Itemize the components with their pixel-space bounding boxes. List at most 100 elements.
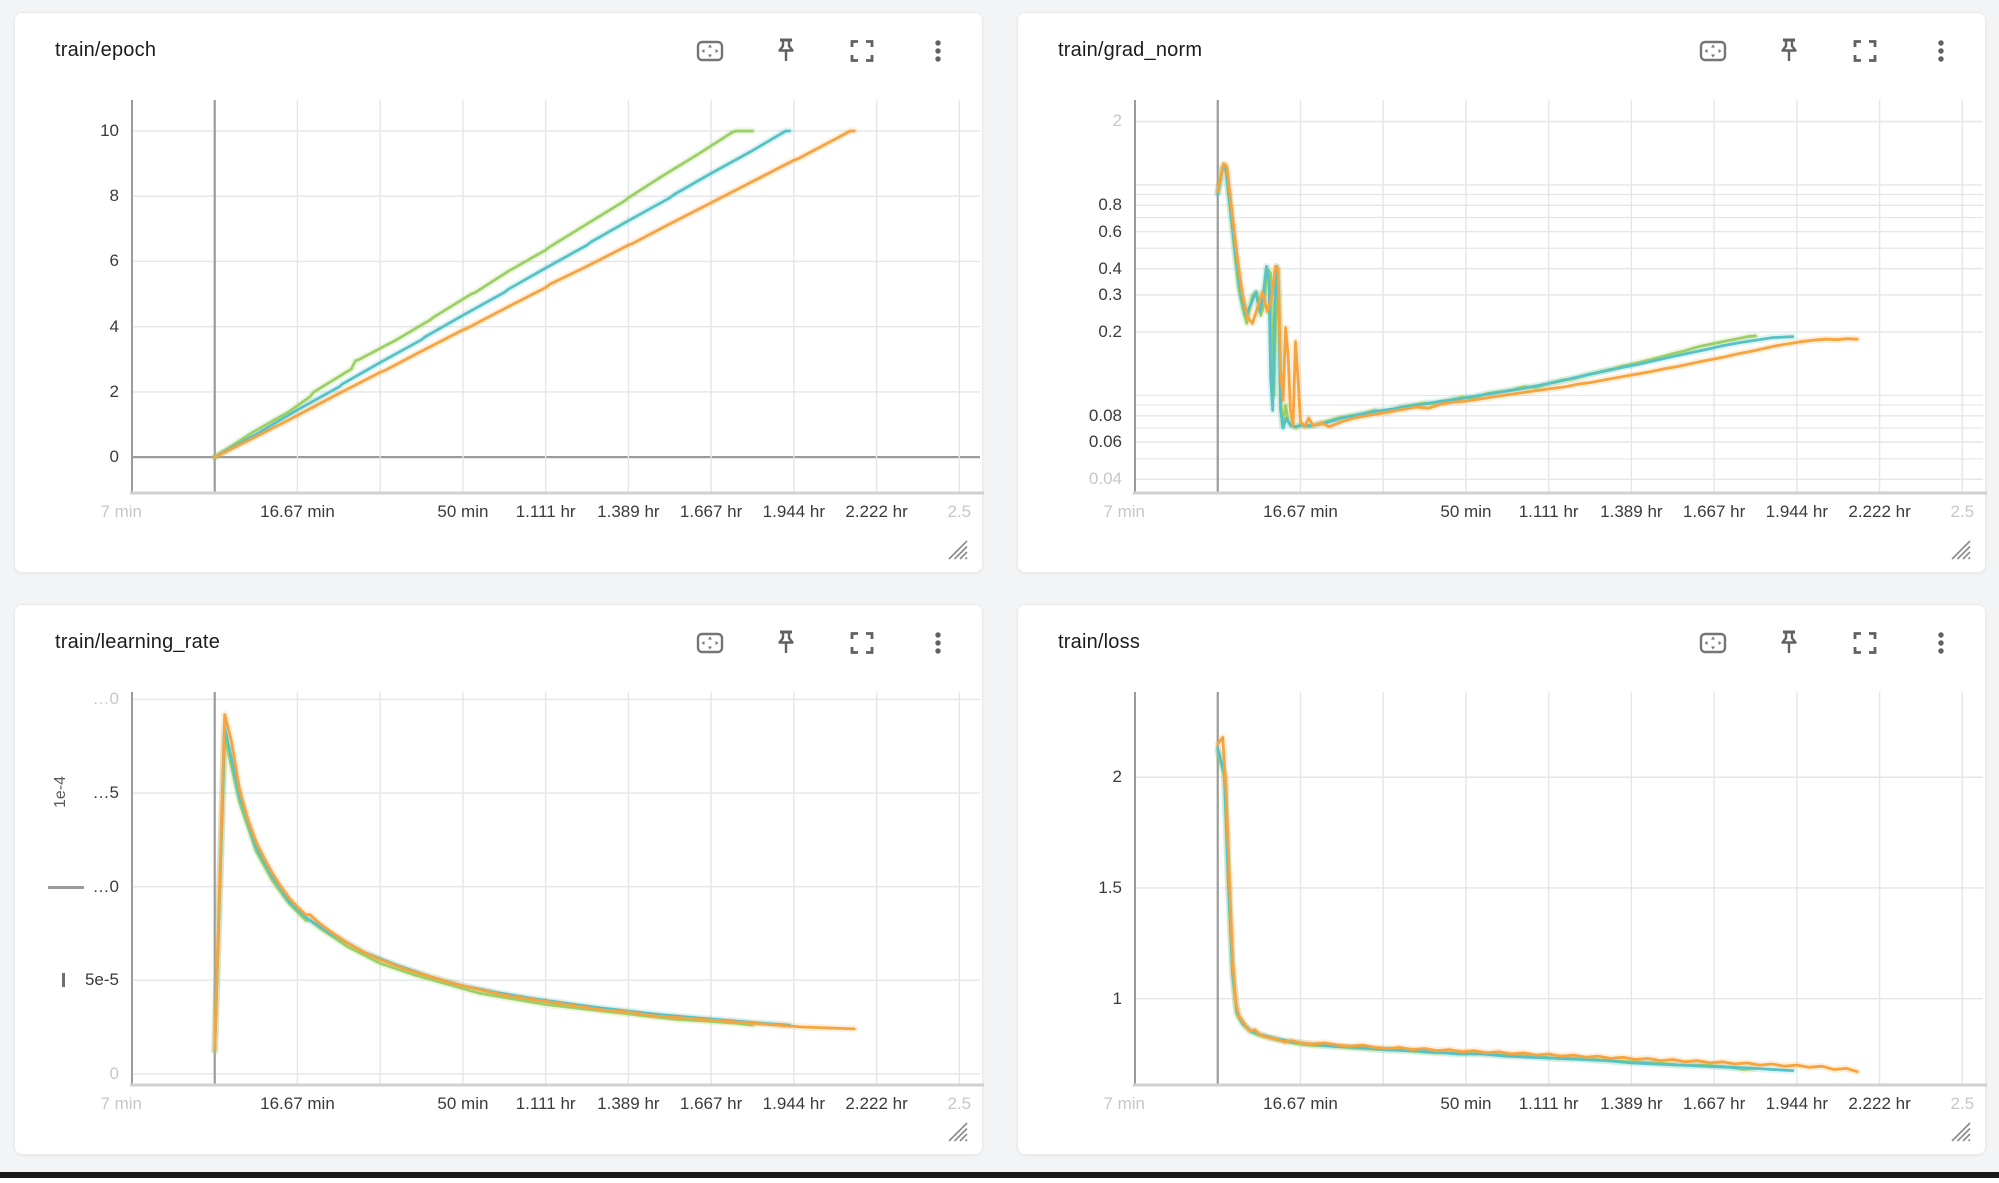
y-tick-label: 0.06 [1088, 432, 1122, 452]
chart-plot-area[interactable]: 10 8 6 4 2 0 7 min 16.67 min 50 min 1.111 hr 1.389… [15, 13, 984, 572]
chart-plot-area[interactable]: 2 0.8 0.6 0.4 0.3 0.2 0.08 0.06 0.04 7 min 16.67 m… [1018, 13, 1987, 572]
fullscreen-icon[interactable] [1849, 35, 1881, 67]
x-tick-label: 1.111 hr [515, 502, 576, 521]
series-line-green [213, 129, 754, 459]
x-tick-label: 1.111 hr [1518, 502, 1579, 521]
fullscreen-icon[interactable] [846, 627, 878, 659]
x-tick-label: 2.5 [1950, 1094, 1975, 1113]
panel-title: train/grad_norm [1058, 39, 1203, 61]
chart-panel: train/learning_rate [14, 604, 984, 1155]
kebab-menu-icon[interactable] [1925, 627, 1957, 659]
y-tick-label: 1.5 [1098, 877, 1122, 897]
x-tick-label: 2.222 hr [1848, 1094, 1911, 1113]
x-tick-label: 1.667 hr [679, 1094, 743, 1113]
chart-panel: train/loss [1017, 604, 1987, 1155]
y-tick-label: 0 [109, 1063, 119, 1083]
x-tick-label: 7 min [100, 502, 143, 521]
chart-canvas [1133, 692, 1987, 1087]
zoom-to-fit-icon[interactable] [694, 35, 726, 67]
kebab-menu-icon[interactable] [922, 627, 954, 659]
y-tick-label: 1 [1112, 988, 1122, 1008]
series-line-teal [213, 129, 792, 459]
x-tick-label: 1.389 hr [597, 1094, 660, 1113]
x-tick-label: 2.5 [1950, 502, 1975, 521]
pin-icon[interactable] [1773, 35, 1805, 67]
y-tick-label: 6 [109, 251, 119, 271]
x-tick-label: 2.5 [947, 502, 972, 521]
series-shadow-orange [1214, 733, 1861, 1076]
series-shadow-teal [1214, 164, 1797, 432]
resize-handle-icon[interactable] [946, 538, 968, 560]
panel-title: train/learning_rate [55, 631, 221, 653]
kebab-menu-icon[interactable] [1925, 35, 1957, 67]
pin-icon[interactable] [770, 627, 802, 659]
series-lines [1214, 733, 1861, 1076]
kebab-menu-icon[interactable] [922, 35, 954, 67]
y-tick-label: 0.8 [1098, 195, 1122, 215]
fullscreen-icon[interactable] [846, 35, 878, 67]
y-tick-label: 5e-5 [84, 970, 119, 990]
x-tick-label: 50 min [437, 502, 489, 521]
chart-plot-area[interactable]: …0 …5 …0 5e-5 0 7 min 16.67 min 50 min 1.111 hr 1… [15, 605, 984, 1154]
series-line-teal [1216, 166, 1795, 430]
gridlines [1133, 692, 1987, 1087]
resize-handle-icon[interactable] [946, 1120, 968, 1142]
x-tick-label: 1.667 hr [1682, 1094, 1746, 1113]
x-tick-label: 1.111 hr [515, 1094, 576, 1113]
panel-toolbar [694, 627, 954, 659]
x-tick-label: 16.67 min [1263, 1094, 1338, 1113]
x-tick-label: 2.222 hr [1848, 502, 1911, 521]
x-tick-label: 1.389 hr [1600, 502, 1663, 521]
fullscreen-icon[interactable] [1849, 627, 1881, 659]
y-tick-label: 10 [100, 120, 119, 140]
chart-panel: train/grad_norm [1017, 12, 1987, 573]
panel-title: train/epoch [55, 39, 157, 61]
x-tick-label: 1.111 hr [1518, 1094, 1579, 1113]
chart-canvas [130, 100, 984, 495]
y-tick-label: …5 [92, 783, 119, 803]
pin-icon[interactable] [1773, 627, 1805, 659]
y-tick-label: 2 [1112, 111, 1122, 131]
x-tick-label: 2.222 hr [845, 1094, 908, 1113]
x-tick-label: 1.944 hr [1765, 1094, 1829, 1113]
zoom-to-fit-icon[interactable] [694, 627, 726, 659]
x-tick-label: 2.222 hr [845, 502, 908, 521]
x-tick-label: 16.67 min [260, 1094, 335, 1113]
y-tick-label: 2 [109, 381, 119, 401]
x-tick-label: 1.944 hr [762, 1094, 826, 1113]
y-tick-label: 0.2 [1098, 322, 1122, 342]
zoom-to-fit-icon[interactable] [1697, 627, 1729, 659]
x-tick-label: 1.944 hr [1765, 502, 1829, 521]
series-lines [211, 127, 858, 461]
window-bottom-strip [0, 1178, 1999, 1183]
y-tick-label: …0 [92, 689, 119, 709]
x-tick-label: 50 min [1440, 502, 1492, 521]
y-tick-label: 0.4 [1098, 258, 1122, 278]
chart-plot-area[interactable]: 2 1.5 1 7 min 16.67 min 50 min 1.111 hr 1.389 h… [1018, 605, 1987, 1154]
resize-handle-icon[interactable] [1949, 1120, 1971, 1142]
zoom-to-fit-icon[interactable] [1697, 35, 1729, 67]
pin-icon[interactable] [770, 35, 802, 67]
y-tick-label: 0 [109, 447, 119, 467]
y-tick-label: 0.3 [1098, 284, 1122, 304]
x-tick-label: 7 min [1103, 502, 1146, 521]
y-tick-label: 2 [1112, 767, 1122, 787]
y-tick-label: 0.6 [1098, 221, 1122, 241]
x-tick-label: 50 min [1440, 1094, 1492, 1113]
series-line-orange [213, 129, 856, 459]
panel-toolbar [1697, 627, 1957, 659]
series-shadow-teal [1214, 745, 1797, 1075]
panel-toolbar [694, 35, 954, 67]
chart-canvas [1133, 100, 1987, 495]
series-shadow-green [211, 733, 756, 1055]
y-axis-mark-dash [48, 885, 84, 889]
chart-canvas [130, 692, 984, 1087]
y-tick-label: 8 [109, 186, 119, 206]
series-shadow-teal [211, 724, 794, 1054]
resize-handle-icon[interactable] [1949, 538, 1971, 560]
window-bottom-border [0, 1172, 1999, 1178]
panel-title: train/loss [1058, 631, 1141, 653]
series-lines [1214, 160, 1861, 432]
x-tick-label: 7 min [100, 1094, 143, 1113]
